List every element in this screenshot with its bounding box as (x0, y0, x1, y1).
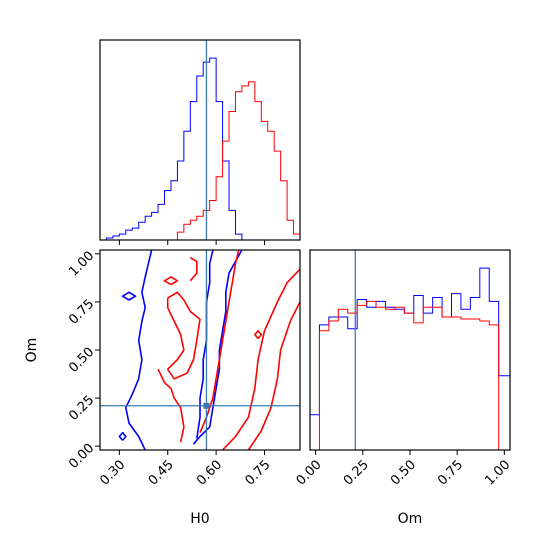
red-contour-5 (189, 257, 198, 282)
blue-contour-1 (192, 250, 243, 445)
blue-h0-histogram (100, 57, 300, 241)
red-contour-4 (157, 368, 185, 443)
red-h0-histogram (100, 81, 301, 241)
red-contour-1 (222, 268, 300, 450)
om-y-tick-label: 0.75 (66, 297, 97, 328)
om-x-tick-label: 0.25 (341, 457, 372, 488)
red-om-histogram (310, 300, 510, 451)
red-contour-3 (166, 291, 201, 380)
contour-frame (99, 249, 301, 451)
h0-axis-label: H0 (190, 511, 209, 527)
om-y-tick-label: 0.50 (66, 345, 97, 376)
red-contour-7 (254, 330, 263, 340)
red-contour-6 (163, 276, 179, 286)
blue-om-histogram (309, 267, 511, 450)
contour-group (118, 250, 300, 450)
om-axis-label: Om (24, 338, 40, 363)
om-histogram-panel: 0.00 0.25 0.50 0.75 1.00 Om (294, 249, 513, 527)
h0-x-tick-label: 0.75 (242, 457, 273, 488)
om-histogram-frame (309, 249, 511, 451)
h0-x-tick-label: 0.60 (194, 457, 225, 488)
om-x-tick-label: 1.00 (482, 457, 513, 488)
h0-x-tick-label: 0.30 (97, 457, 128, 488)
om-x-tick-label: 0.50 (388, 457, 419, 488)
h0-x-tick-label: 0.45 (146, 457, 177, 488)
truth-marker (203, 402, 210, 409)
om-y-tick-label: 1.00 (66, 249, 97, 280)
red-contour-0 (199, 250, 240, 434)
h0-histogram-panel (99, 39, 301, 245)
h0-histogram-frame (99, 39, 301, 241)
red-contour-2 (247, 301, 300, 450)
om-x-tick-label: 0.75 (435, 457, 466, 488)
blue-contour-4 (118, 431, 127, 441)
om-x-axis-label: Om (398, 511, 423, 527)
om-x-tick-label: 0.00 (294, 457, 325, 488)
blue-contour-2 (196, 250, 214, 439)
h0-om-contour-panel: 0.30 0.45 0.60 0.75 0.00 0.25 0.50 0.75 1.00 H0 Om (24, 249, 301, 527)
blue-contour-0 (125, 250, 153, 450)
blue-contour-3 (121, 291, 137, 301)
om-y-tick-label: 0.25 (66, 393, 97, 424)
om-y-tick-label: 0.00 (66, 441, 97, 472)
